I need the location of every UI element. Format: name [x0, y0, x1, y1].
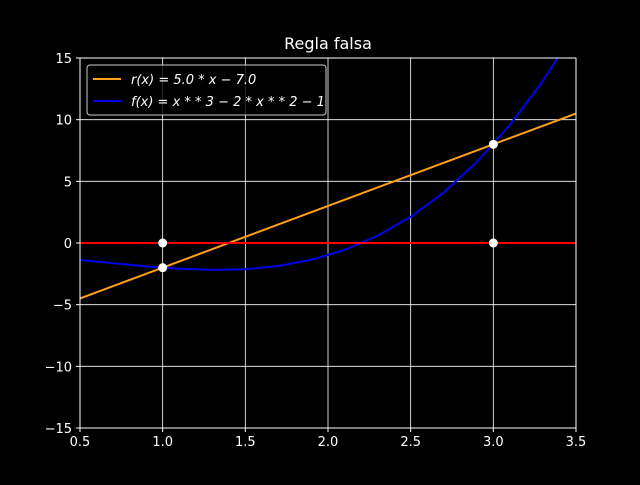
x-tick-label: 2.5	[400, 435, 421, 450]
y-tick-label: −15	[45, 422, 72, 437]
y-tick-label: 5	[64, 175, 72, 190]
marker-point	[158, 238, 168, 248]
marker-points	[158, 139, 498, 273]
axis-ticks: 0.5 1.0 1.5 2.0 2.5 3.0 3.5 −15 −10 −5 0 5 10 15	[45, 52, 587, 450]
legend: r(x) = 5.0 * x − 7.0 f(x) = x * * 3 − 2 *…	[86, 64, 327, 116]
marker-point	[488, 139, 498, 149]
chart-title: Regla falsa	[284, 34, 372, 53]
x-tick-label: 1.0	[152, 435, 173, 450]
y-tick-label: 15	[55, 52, 72, 67]
y-tick-label: −5	[53, 299, 72, 314]
x-tick-label: 0.5	[70, 435, 91, 450]
marker-point	[488, 238, 498, 248]
y-tick-label: 10	[55, 114, 72, 129]
y-tick-label: 0	[64, 237, 72, 252]
x-tick-label: 3.5	[566, 435, 587, 450]
legend-label: r(x) = 5.0 * x − 7.0	[131, 73, 256, 88]
legend-label: f(x) = x * * 3 − 2 * x * * 2 − 1	[131, 95, 325, 110]
legend-box	[86, 64, 327, 116]
x-tick-label: 1.5	[235, 435, 256, 450]
marker-point	[158, 263, 168, 273]
x-tick-label: 3.0	[483, 435, 504, 450]
y-tick-label: −10	[45, 360, 72, 375]
x-tick-label: 2.0	[318, 435, 339, 450]
